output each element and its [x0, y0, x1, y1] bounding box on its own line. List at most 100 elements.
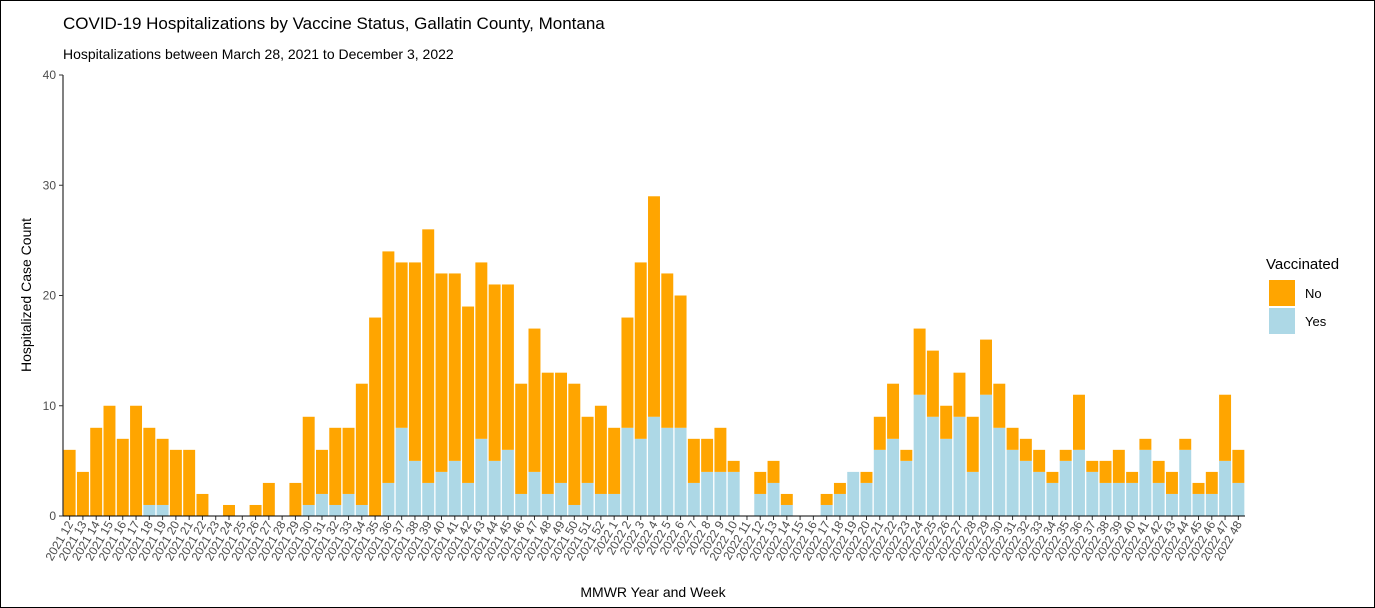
bar-no — [780, 493, 793, 505]
bar-yes — [913, 394, 926, 516]
bar-no — [581, 416, 594, 483]
bar-no — [860, 471, 873, 483]
bar-no — [966, 416, 979, 472]
bar-no — [1073, 394, 1085, 450]
bar-yes — [382, 482, 395, 516]
bar-no — [648, 196, 660, 417]
bar-yes — [462, 482, 475, 516]
bar-yes — [528, 471, 541, 516]
bar-no — [1139, 438, 1152, 450]
bar-yes — [727, 471, 740, 516]
bar-yes — [143, 504, 156, 516]
bar-yes — [435, 471, 448, 516]
bar-yes — [687, 482, 700, 516]
bar-no — [980, 339, 992, 395]
bar-no — [223, 504, 235, 516]
chart-subtitle: Hospitalizations between March 28, 2021 … — [63, 46, 454, 62]
bar-yes — [1152, 482, 1165, 516]
legend-swatch-no — [1269, 280, 1295, 306]
bar-yes — [900, 460, 913, 516]
bar-no — [329, 427, 342, 505]
x-axis-label: MMWR Year and Week — [580, 584, 726, 600]
bar-no — [369, 317, 382, 516]
bar-yes — [767, 482, 780, 516]
y-tick-label: 10 — [43, 399, 57, 413]
bar-no — [143, 427, 156, 505]
bar-no — [1219, 394, 1232, 461]
bar-no — [993, 383, 1006, 428]
bar-yes — [661, 427, 674, 516]
bar-yes — [302, 504, 315, 516]
bar-no — [1099, 460, 1112, 483]
bar-no — [408, 262, 421, 461]
bar-yes — [993, 427, 1006, 516]
bar-yes — [754, 493, 767, 516]
chart-title: COVID-19 Hospitalizations by Vaccine Sta… — [63, 14, 605, 33]
legend-swatch-yes — [1269, 308, 1295, 334]
bar-yes — [634, 438, 647, 516]
bar-no — [568, 383, 581, 505]
bar-yes — [475, 438, 488, 516]
bar-yes — [926, 416, 939, 516]
bar-yes — [701, 471, 714, 516]
bar-no — [687, 438, 700, 483]
bar-yes — [1179, 449, 1192, 516]
legend-label-no: No — [1305, 286, 1322, 301]
bar-no — [63, 449, 76, 516]
bar-no — [913, 328, 926, 395]
bar-yes — [515, 493, 528, 516]
bar-yes — [594, 493, 607, 516]
bar-yes — [1073, 449, 1085, 516]
bar-yes — [847, 471, 860, 516]
bar-yes — [780, 504, 793, 516]
bar-no — [395, 262, 408, 428]
bar-no — [462, 306, 475, 483]
bar-no — [302, 416, 315, 505]
bar-yes — [714, 471, 727, 516]
bar-no — [1126, 471, 1139, 483]
bar-no — [900, 449, 913, 461]
bar-no — [262, 482, 275, 516]
bar-no — [289, 482, 302, 516]
bar-yes — [621, 427, 634, 516]
bar-yes — [448, 460, 461, 516]
y-tick-label: 0 — [49, 509, 56, 523]
bar-no — [1006, 427, 1019, 450]
bar-yes — [355, 504, 368, 516]
bar-no — [820, 493, 833, 505]
bar-no — [1019, 438, 1032, 461]
bar-no — [541, 372, 554, 494]
bar-yes — [1086, 471, 1099, 516]
bar-yes — [329, 504, 342, 516]
bar-no — [555, 372, 568, 483]
bar-no — [953, 372, 966, 417]
bar-yes — [1205, 493, 1218, 516]
bar-yes — [408, 460, 421, 516]
bar-no — [727, 460, 740, 472]
bar-no — [1152, 460, 1165, 483]
bar-no — [90, 427, 103, 516]
bar-yes — [422, 482, 435, 516]
bar-no — [342, 427, 355, 494]
legend-title: Vaccinated — [1266, 256, 1339, 273]
bar-no — [103, 405, 116, 516]
bar-no — [448, 273, 461, 461]
bar-yes — [1165, 493, 1178, 516]
bar-yes — [395, 427, 408, 516]
bar-no — [183, 449, 196, 516]
bar-no — [515, 383, 528, 494]
bar-no — [169, 449, 182, 516]
bar-yes — [1112, 482, 1125, 516]
bar-yes — [860, 482, 873, 516]
bar-yes — [581, 482, 594, 516]
bar-yes — [873, 449, 886, 516]
bar-no — [634, 262, 647, 439]
bar-yes — [820, 504, 833, 516]
bar-no — [528, 328, 541, 472]
bar-yes — [1099, 482, 1112, 516]
legend: Vaccinated No Yes — [1266, 256, 1339, 334]
bar-no — [661, 273, 674, 428]
